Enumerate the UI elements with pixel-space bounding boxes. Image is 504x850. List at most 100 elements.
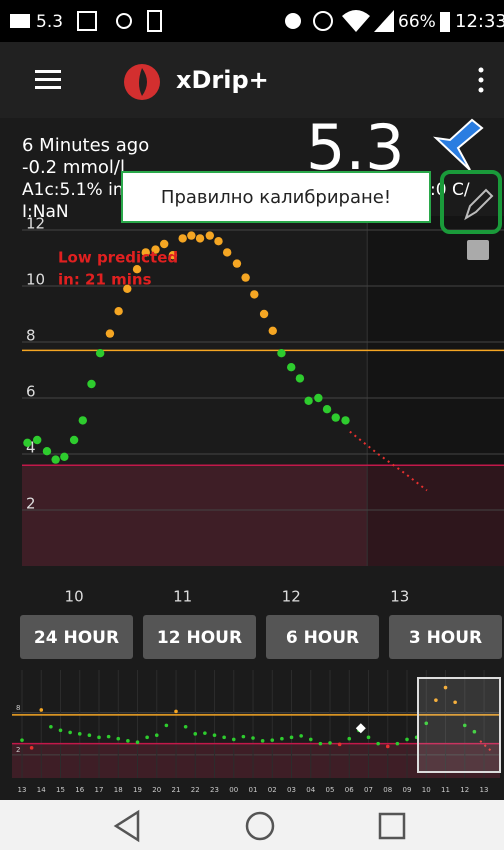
reading	[88, 733, 92, 737]
x-tick-label: 02	[268, 786, 277, 794]
reading	[20, 738, 24, 742]
reading	[290, 736, 294, 740]
menu-button[interactable]	[35, 70, 61, 89]
reading	[160, 240, 168, 248]
prediction-note: Low predicted	[58, 249, 178, 267]
y-tick-label: 2	[26, 495, 36, 513]
reading	[51, 455, 59, 463]
toast-text: Правилно калибриране!	[161, 187, 391, 208]
x-tick-label: 09	[403, 786, 412, 794]
reading	[33, 436, 41, 444]
y-tick-label: 8	[16, 704, 20, 712]
reading	[165, 724, 169, 728]
reading	[269, 327, 277, 335]
nav-bar	[0, 800, 504, 850]
x-tick-label: 01	[249, 786, 258, 794]
x-tick-label: 03	[287, 786, 296, 794]
reading	[39, 708, 43, 712]
range-button-label: 3 HOUR	[409, 628, 482, 648]
reading	[323, 405, 331, 413]
page: 5.3 66% 12:33 xDrip+ 2468101210111213 6 …	[0, 0, 504, 850]
reading	[60, 453, 68, 461]
reading	[70, 436, 78, 444]
x-tick-label: 06	[345, 786, 354, 794]
reading	[213, 733, 217, 737]
reading	[184, 725, 188, 729]
x-tick-label: 05	[326, 786, 335, 794]
reading	[270, 738, 274, 742]
reading	[405, 738, 409, 742]
x-tick-label: 12	[460, 786, 469, 794]
y-tick-label: 8	[26, 327, 36, 345]
reading	[96, 349, 104, 357]
reading	[87, 380, 95, 388]
battery-text: 66%	[398, 12, 436, 32]
reading	[214, 237, 222, 245]
x-tick-label: 11	[173, 588, 192, 606]
overflow-menu[interactable]	[479, 68, 484, 93]
menu-bar	[35, 86, 61, 89]
reading	[251, 736, 255, 740]
x-tick-label: 21	[172, 786, 181, 794]
reading	[304, 397, 312, 405]
screen: 5.3 66% 12:33 xDrip+ 2468101210111213 6 …	[0, 0, 504, 850]
reading	[187, 231, 195, 239]
x-tick-label: 12	[282, 588, 301, 606]
reading	[250, 290, 258, 298]
reading	[242, 735, 246, 739]
range-button-label: 12 HOUR	[157, 628, 242, 648]
reading	[68, 731, 72, 735]
insulin: I:NaN	[22, 202, 69, 222]
reading	[107, 735, 111, 739]
reading	[114, 307, 122, 315]
prediction-note: in: 21 mins	[58, 271, 152, 289]
menu-bar	[35, 78, 61, 81]
x-tick-label: 00	[229, 786, 238, 794]
reading	[196, 234, 204, 242]
reading	[30, 746, 34, 750]
reading	[206, 231, 214, 239]
reading	[193, 732, 197, 736]
x-tick-label: 13	[480, 786, 489, 794]
range-button-label: 6 HOUR	[286, 628, 359, 648]
reading	[116, 737, 120, 741]
reading	[97, 736, 101, 740]
reading	[299, 734, 303, 738]
status-time: 12:33	[455, 11, 504, 32]
reading	[309, 738, 313, 742]
reading	[126, 739, 130, 743]
reading	[367, 736, 371, 740]
app-title: xDrip+	[176, 66, 269, 94]
reading	[261, 739, 265, 743]
x-tick-label: 13	[390, 588, 409, 606]
viewport-box[interactable]	[418, 678, 500, 772]
x-tick-label: 23	[210, 786, 219, 794]
reading	[277, 349, 285, 357]
battery-icon	[440, 12, 450, 32]
delta: -0.2 mmol/l	[22, 157, 125, 178]
x-tick-label: 13	[18, 786, 27, 794]
reading	[386, 745, 390, 749]
reading	[136, 740, 140, 744]
reading	[232, 738, 236, 742]
reading	[78, 732, 82, 736]
reading	[376, 742, 380, 746]
reading	[396, 742, 400, 746]
reading	[203, 731, 207, 735]
x-tick-label: 17	[95, 786, 104, 794]
y-tick-label: 6	[26, 383, 36, 401]
y-tick-label: 10	[26, 271, 45, 289]
reading	[106, 329, 114, 337]
reading	[222, 736, 226, 740]
x-tick-label: 10	[422, 786, 431, 794]
reading	[319, 742, 323, 746]
reading	[145, 736, 149, 740]
x-tick-label: 10	[65, 588, 84, 606]
dot	[479, 68, 484, 73]
reading	[49, 725, 53, 729]
reading	[23, 439, 31, 447]
x-tick-label: 08	[383, 786, 392, 794]
reading	[260, 310, 268, 318]
add-note-button[interactable]	[467, 240, 489, 260]
extra-stat: :0 C/	[430, 180, 470, 200]
